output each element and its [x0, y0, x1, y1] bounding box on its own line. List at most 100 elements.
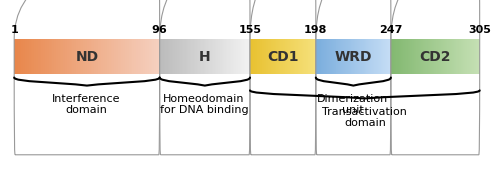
- Bar: [178, 39, 179, 74]
- Bar: [196, 39, 197, 74]
- Bar: [82, 39, 84, 74]
- Bar: [180, 39, 181, 74]
- Bar: [432, 39, 433, 74]
- Bar: [441, 39, 442, 74]
- Bar: [294, 39, 296, 74]
- Bar: [243, 39, 244, 74]
- Bar: [468, 39, 469, 74]
- Bar: [305, 39, 306, 74]
- Bar: [28, 39, 30, 74]
- Bar: [443, 39, 444, 74]
- Bar: [338, 39, 340, 74]
- Text: 1: 1: [10, 25, 18, 35]
- Bar: [433, 39, 434, 74]
- Bar: [214, 39, 215, 74]
- Bar: [256, 39, 258, 74]
- Bar: [278, 39, 279, 74]
- Bar: [431, 39, 432, 74]
- Bar: [282, 39, 283, 74]
- Bar: [272, 39, 273, 74]
- Bar: [332, 39, 334, 74]
- Bar: [202, 39, 203, 74]
- Bar: [263, 39, 264, 74]
- Bar: [270, 39, 272, 74]
- Bar: [150, 39, 152, 74]
- Bar: [327, 39, 328, 74]
- Bar: [400, 39, 401, 74]
- Bar: [382, 39, 384, 74]
- Bar: [474, 39, 475, 74]
- Bar: [310, 39, 311, 74]
- Bar: [240, 39, 241, 74]
- Bar: [454, 39, 456, 74]
- Bar: [476, 39, 478, 74]
- Bar: [473, 39, 474, 74]
- Bar: [132, 39, 134, 74]
- Bar: [58, 39, 59, 74]
- Bar: [20, 39, 22, 74]
- Bar: [208, 39, 210, 74]
- Bar: [460, 39, 461, 74]
- Bar: [80, 39, 82, 74]
- Bar: [401, 39, 402, 74]
- Bar: [296, 39, 297, 74]
- Bar: [268, 39, 269, 74]
- Bar: [466, 39, 468, 74]
- Bar: [218, 39, 220, 74]
- Bar: [403, 39, 404, 74]
- Bar: [78, 39, 80, 74]
- Bar: [362, 39, 364, 74]
- Bar: [283, 39, 284, 74]
- Bar: [377, 39, 378, 74]
- Bar: [421, 39, 422, 74]
- Text: CD1: CD1: [267, 50, 298, 64]
- Bar: [54, 39, 56, 74]
- Bar: [434, 39, 436, 74]
- Bar: [100, 39, 102, 74]
- Bar: [452, 39, 453, 74]
- Bar: [462, 39, 463, 74]
- Bar: [345, 39, 346, 74]
- Bar: [67, 39, 68, 74]
- Bar: [340, 39, 341, 74]
- Bar: [308, 39, 310, 74]
- Bar: [188, 39, 189, 74]
- Bar: [228, 39, 230, 74]
- Bar: [45, 39, 47, 74]
- Bar: [206, 39, 207, 74]
- Bar: [342, 39, 343, 74]
- Bar: [438, 39, 440, 74]
- Bar: [230, 39, 231, 74]
- Bar: [68, 39, 70, 74]
- Bar: [385, 39, 386, 74]
- Bar: [384, 39, 385, 74]
- Bar: [125, 39, 127, 74]
- Bar: [368, 39, 370, 74]
- Bar: [284, 39, 286, 74]
- Bar: [224, 39, 225, 74]
- Bar: [288, 39, 290, 74]
- Bar: [207, 39, 208, 74]
- Bar: [290, 39, 291, 74]
- Bar: [156, 39, 158, 74]
- Text: 96: 96: [152, 25, 168, 35]
- Bar: [50, 39, 52, 74]
- Bar: [120, 39, 122, 74]
- Bar: [472, 39, 473, 74]
- Bar: [14, 39, 16, 74]
- Bar: [64, 39, 65, 74]
- Bar: [436, 39, 438, 74]
- Bar: [330, 39, 331, 74]
- Bar: [226, 39, 228, 74]
- Bar: [366, 39, 368, 74]
- Bar: [442, 39, 443, 74]
- Bar: [250, 39, 251, 74]
- Bar: [461, 39, 462, 74]
- Text: CD2: CD2: [420, 50, 451, 64]
- Bar: [184, 39, 186, 74]
- Bar: [279, 39, 280, 74]
- Bar: [359, 39, 360, 74]
- Text: 247: 247: [379, 25, 402, 35]
- Bar: [174, 39, 176, 74]
- Bar: [122, 39, 124, 74]
